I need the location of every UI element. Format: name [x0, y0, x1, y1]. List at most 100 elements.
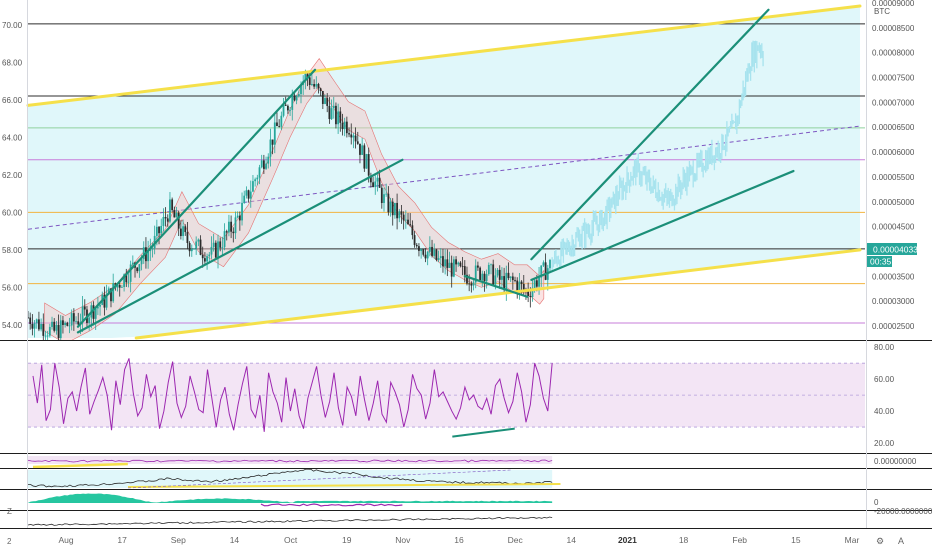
- candle-body: [374, 181, 377, 188]
- indicator-axes[interactable]: 0.00000000 0-20000.00000000: [874, 457, 932, 516]
- candle-body: [51, 321, 53, 327]
- candle-body: [149, 249, 152, 252]
- candle-body: [70, 313, 73, 326]
- wedge1-lower-trendline[interactable]: [76, 158, 404, 334]
- candle-body: [179, 228, 182, 237]
- volume-histogram: [28, 493, 553, 503]
- candle-body: [96, 306, 99, 309]
- candle-body: [409, 224, 412, 226]
- candle-body: [424, 254, 427, 259]
- right-axis-tick: 0.00005000: [872, 198, 915, 207]
- candle-body: [64, 322, 67, 325]
- candle-body: [190, 249, 193, 252]
- candle-body: [175, 212, 178, 218]
- price-overlays: [26, 4, 862, 340]
- candle-body: [544, 262, 547, 280]
- candle-body: [147, 251, 150, 262]
- timezone-label[interactable]: Z: [7, 507, 12, 516]
- candle-body: [437, 258, 440, 260]
- candle-body: [182, 226, 184, 237]
- candle-body: [88, 317, 91, 323]
- candle-body: [228, 221, 230, 233]
- time-axis-label: Mar: [845, 535, 860, 545]
- candle-body: [317, 84, 320, 89]
- candle-body: [518, 281, 521, 292]
- candle-body: [77, 321, 80, 325]
- auto-scale-button[interactable]: A: [898, 536, 904, 546]
- clock-icon[interactable]: 2: [7, 537, 12, 546]
- candle-body: [46, 335, 49, 337]
- candle-body: [173, 210, 176, 218]
- upper-channel-line[interactable]: [26, 4, 862, 107]
- candle-body: [267, 156, 270, 164]
- mini2-fill: [28, 470, 553, 488]
- mini2-midline: [127, 469, 511, 489]
- candle-body: [402, 214, 405, 221]
- candle-body: [142, 247, 145, 260]
- candle-body: [380, 187, 383, 204]
- candle-body: [341, 122, 344, 130]
- candle-body: [330, 108, 333, 120]
- rsi-axis[interactable]: 80.00 60.00 40.00 20.00: [874, 343, 895, 448]
- time-axis[interactable]: Aug 17 Sep 14 Oct 19 Nov 16 Dec 14 2021 18 Feb 15 Mar: [58, 535, 859, 545]
- ichimoku-cloud: [44, 57, 545, 340]
- wedge2-lower-trendline[interactable]: [530, 169, 795, 281]
- lower-channel-line[interactable]: [134, 248, 862, 340]
- support-trendline[interactable]: [463, 275, 529, 298]
- candle-body: [291, 95, 294, 110]
- right-price-axis[interactable]: 0.00009000 0.00008500 0.00008000 0.00007500…: [872, 0, 915, 331]
- candle-body: [289, 109, 291, 111]
- candle-body: [304, 73, 307, 82]
- candle-body: [225, 231, 228, 233]
- candle-body: [516, 280, 519, 292]
- candle-body: [404, 219, 407, 221]
- candle-body: [306, 73, 309, 78]
- candle-body: [520, 281, 523, 284]
- candle-body: [83, 306, 86, 310]
- candle-body: [232, 231, 235, 234]
- candle-body: [66, 322, 69, 326]
- candle-body: [123, 274, 125, 287]
- candle-body: [166, 218, 169, 222]
- candle-body: [466, 274, 468, 284]
- candle-body: [459, 262, 462, 267]
- candle-body: [483, 273, 486, 282]
- candle-body: [129, 264, 132, 282]
- candle-body: [356, 141, 359, 144]
- candle-body: [385, 193, 388, 195]
- left-price-axis[interactable]: 70.00 68.00 66.00 64.00 62.00 60.00 58.00 56.00…: [2, 21, 23, 330]
- candle-body: [363, 145, 366, 169]
- projection-path: [551, 40, 764, 273]
- time-axis-label: 14: [567, 535, 577, 545]
- right-axis-tick: 0.00003500: [872, 272, 915, 281]
- wedge2-upper-trendline[interactable]: [530, 8, 770, 261]
- price-pane: [28, 6, 865, 340]
- candle-body: [169, 199, 171, 222]
- candle-body: [308, 77, 311, 85]
- candle-body: [337, 111, 340, 125]
- candle-body: [131, 262, 134, 265]
- time-axis-label: Nov: [395, 535, 411, 545]
- candle-body: [151, 248, 154, 250]
- candle-body: [505, 272, 508, 291]
- candle-body: [350, 134, 353, 138]
- candle-body: [383, 194, 385, 204]
- indicator-panes: [27, 456, 561, 526]
- candle-body: [127, 281, 130, 283]
- candle-body: [509, 276, 512, 279]
- right-axis-tick: 0.00003000: [872, 297, 915, 306]
- candle-body: [324, 98, 326, 104]
- wedge1-upper-trendline[interactable]: [76, 68, 317, 328]
- candle-body: [162, 217, 165, 226]
- rsi-divergence-line[interactable]: [452, 427, 515, 438]
- current-price-tag: [867, 243, 917, 255]
- candle-body: [210, 246, 213, 255]
- candle-body: [522, 283, 525, 290]
- obv-line: [27, 516, 553, 526]
- candle-body: [217, 241, 219, 258]
- candle-body: [485, 274, 488, 282]
- time-axis-label: 18: [679, 535, 689, 545]
- candle-body: [295, 96, 298, 101]
- gear-icon[interactable]: ⚙: [876, 536, 884, 546]
